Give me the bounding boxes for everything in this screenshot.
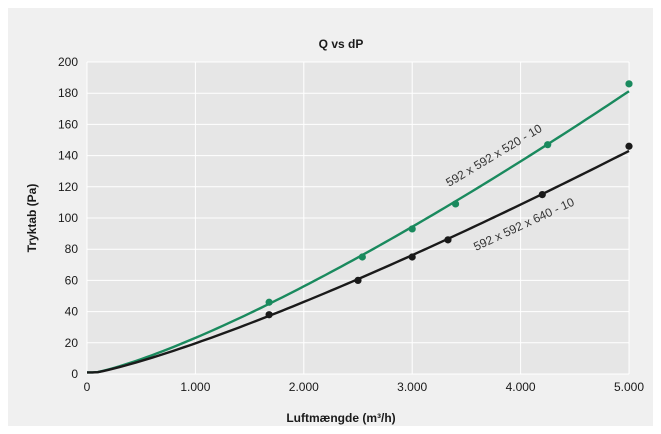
y-tick-label: 20 (65, 336, 79, 350)
y-tick-label: 40 (65, 305, 79, 319)
series-1-point (451, 200, 460, 208)
chart-title: Q vs dP (319, 37, 364, 51)
series-1-point (625, 80, 633, 88)
y-tick-label: 0 (71, 367, 78, 381)
y-tick-label: 180 (58, 86, 78, 100)
y-tick-labels: 0 20 40 60 80 100 120 140 160 180 200 (58, 55, 78, 381)
x-tick-label: 4.000 (506, 380, 536, 394)
y-axis-label: Tryktab (Pa) (25, 184, 39, 253)
series-1-point (408, 225, 416, 233)
series-2-point (444, 236, 452, 244)
x-tick-label: 0 (84, 380, 91, 394)
y-tick-label: 200 (58, 55, 78, 69)
y-tick-label: 100 (58, 211, 78, 225)
series-2-point (625, 142, 633, 150)
series-1-point (544, 141, 552, 149)
y-tick-label: 160 (58, 117, 78, 131)
y-tick-label: 60 (65, 273, 79, 287)
y-tick-label: 120 (58, 180, 78, 194)
y-tick-label: 140 (58, 149, 78, 163)
x-tick-labels: 0 1.000 2.000 3.000 4.000 5.000 (84, 380, 645, 394)
y-tick-label: 80 (65, 242, 79, 256)
series-2-point (408, 253, 416, 261)
series-1-point (358, 253, 366, 261)
x-tick-label: 2.000 (289, 380, 319, 394)
x-tick-label: 1.000 (180, 380, 210, 394)
y-gridlines (87, 61, 629, 375)
x-tick-label: 5.000 (614, 380, 644, 394)
series-2-point (265, 311, 273, 319)
series-1-point (265, 298, 273, 306)
series-2-point (538, 191, 546, 199)
x-tick-label: 3.000 (397, 380, 427, 394)
x-axis-label: Luftmængde (m³/h) (286, 411, 395, 425)
series-line-1 (87, 90, 630, 374)
series-2-point (354, 276, 362, 284)
